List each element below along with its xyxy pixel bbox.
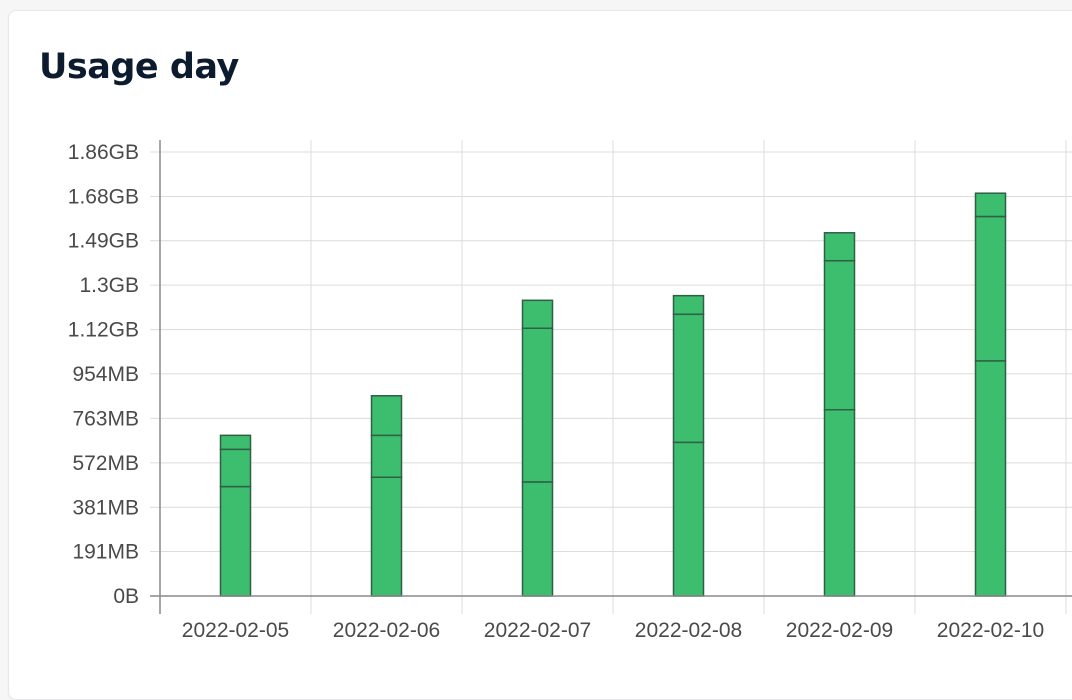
- x-tick-label: 2022-02-08: [635, 619, 742, 642]
- y-tick-label: 1.68GB: [68, 185, 139, 208]
- y-tick-label: 1.3GB: [79, 274, 139, 297]
- x-tick-label: 2022-02-07: [484, 619, 591, 642]
- bar-segment: [521, 327, 554, 483]
- bar-segment: [219, 485, 252, 597]
- card-title: Usage day: [39, 47, 239, 87]
- bar-segment: [219, 434, 252, 451]
- bar-segment: [370, 395, 403, 437]
- x-tick-label: 2022-02-05: [182, 619, 289, 642]
- y-tick-label: 0B: [113, 585, 139, 608]
- bar-segment: [672, 294, 705, 316]
- y-tick-label: 1.86GB: [68, 141, 139, 164]
- bar-segment: [672, 313, 705, 444]
- bar-segment: [521, 481, 554, 597]
- bars-layer: [219, 192, 1007, 597]
- y-tick-label: 1.12GB: [68, 319, 139, 342]
- grid-layer: [160, 140, 1072, 614]
- bar-segment: [823, 408, 856, 597]
- x-tick-label: 2022-02-09: [786, 619, 893, 642]
- bar-segment: [370, 434, 403, 479]
- bar-segment: [823, 232, 856, 262]
- bar-segment: [370, 476, 403, 597]
- bar-segment: [219, 448, 252, 488]
- bar-segment: [521, 299, 554, 329]
- bar-segment: [672, 441, 705, 597]
- labels-layer: 0B 191MB 381MB 572MB 763MB 954MB 1.12GB 1.3GB 1.…: [68, 141, 1044, 642]
- x-tick-label: 2022-02-10: [937, 619, 1044, 642]
- bar-segment: [974, 360, 1007, 597]
- y-tick-label: 381MB: [72, 496, 139, 519]
- y-tick-label: 763MB: [72, 407, 139, 430]
- bar-segment: [823, 259, 856, 411]
- axes-layer: [150, 140, 1072, 614]
- y-tick-label: 1.49GB: [68, 230, 139, 253]
- y-tick-label: 191MB: [72, 541, 139, 564]
- y-tick-label: 572MB: [72, 452, 139, 475]
- x-tick-label: 2022-02-06: [333, 619, 440, 642]
- bar-segment: [974, 215, 1007, 362]
- bar-segment: [974, 192, 1007, 218]
- y-tick-label: 954MB: [72, 363, 139, 386]
